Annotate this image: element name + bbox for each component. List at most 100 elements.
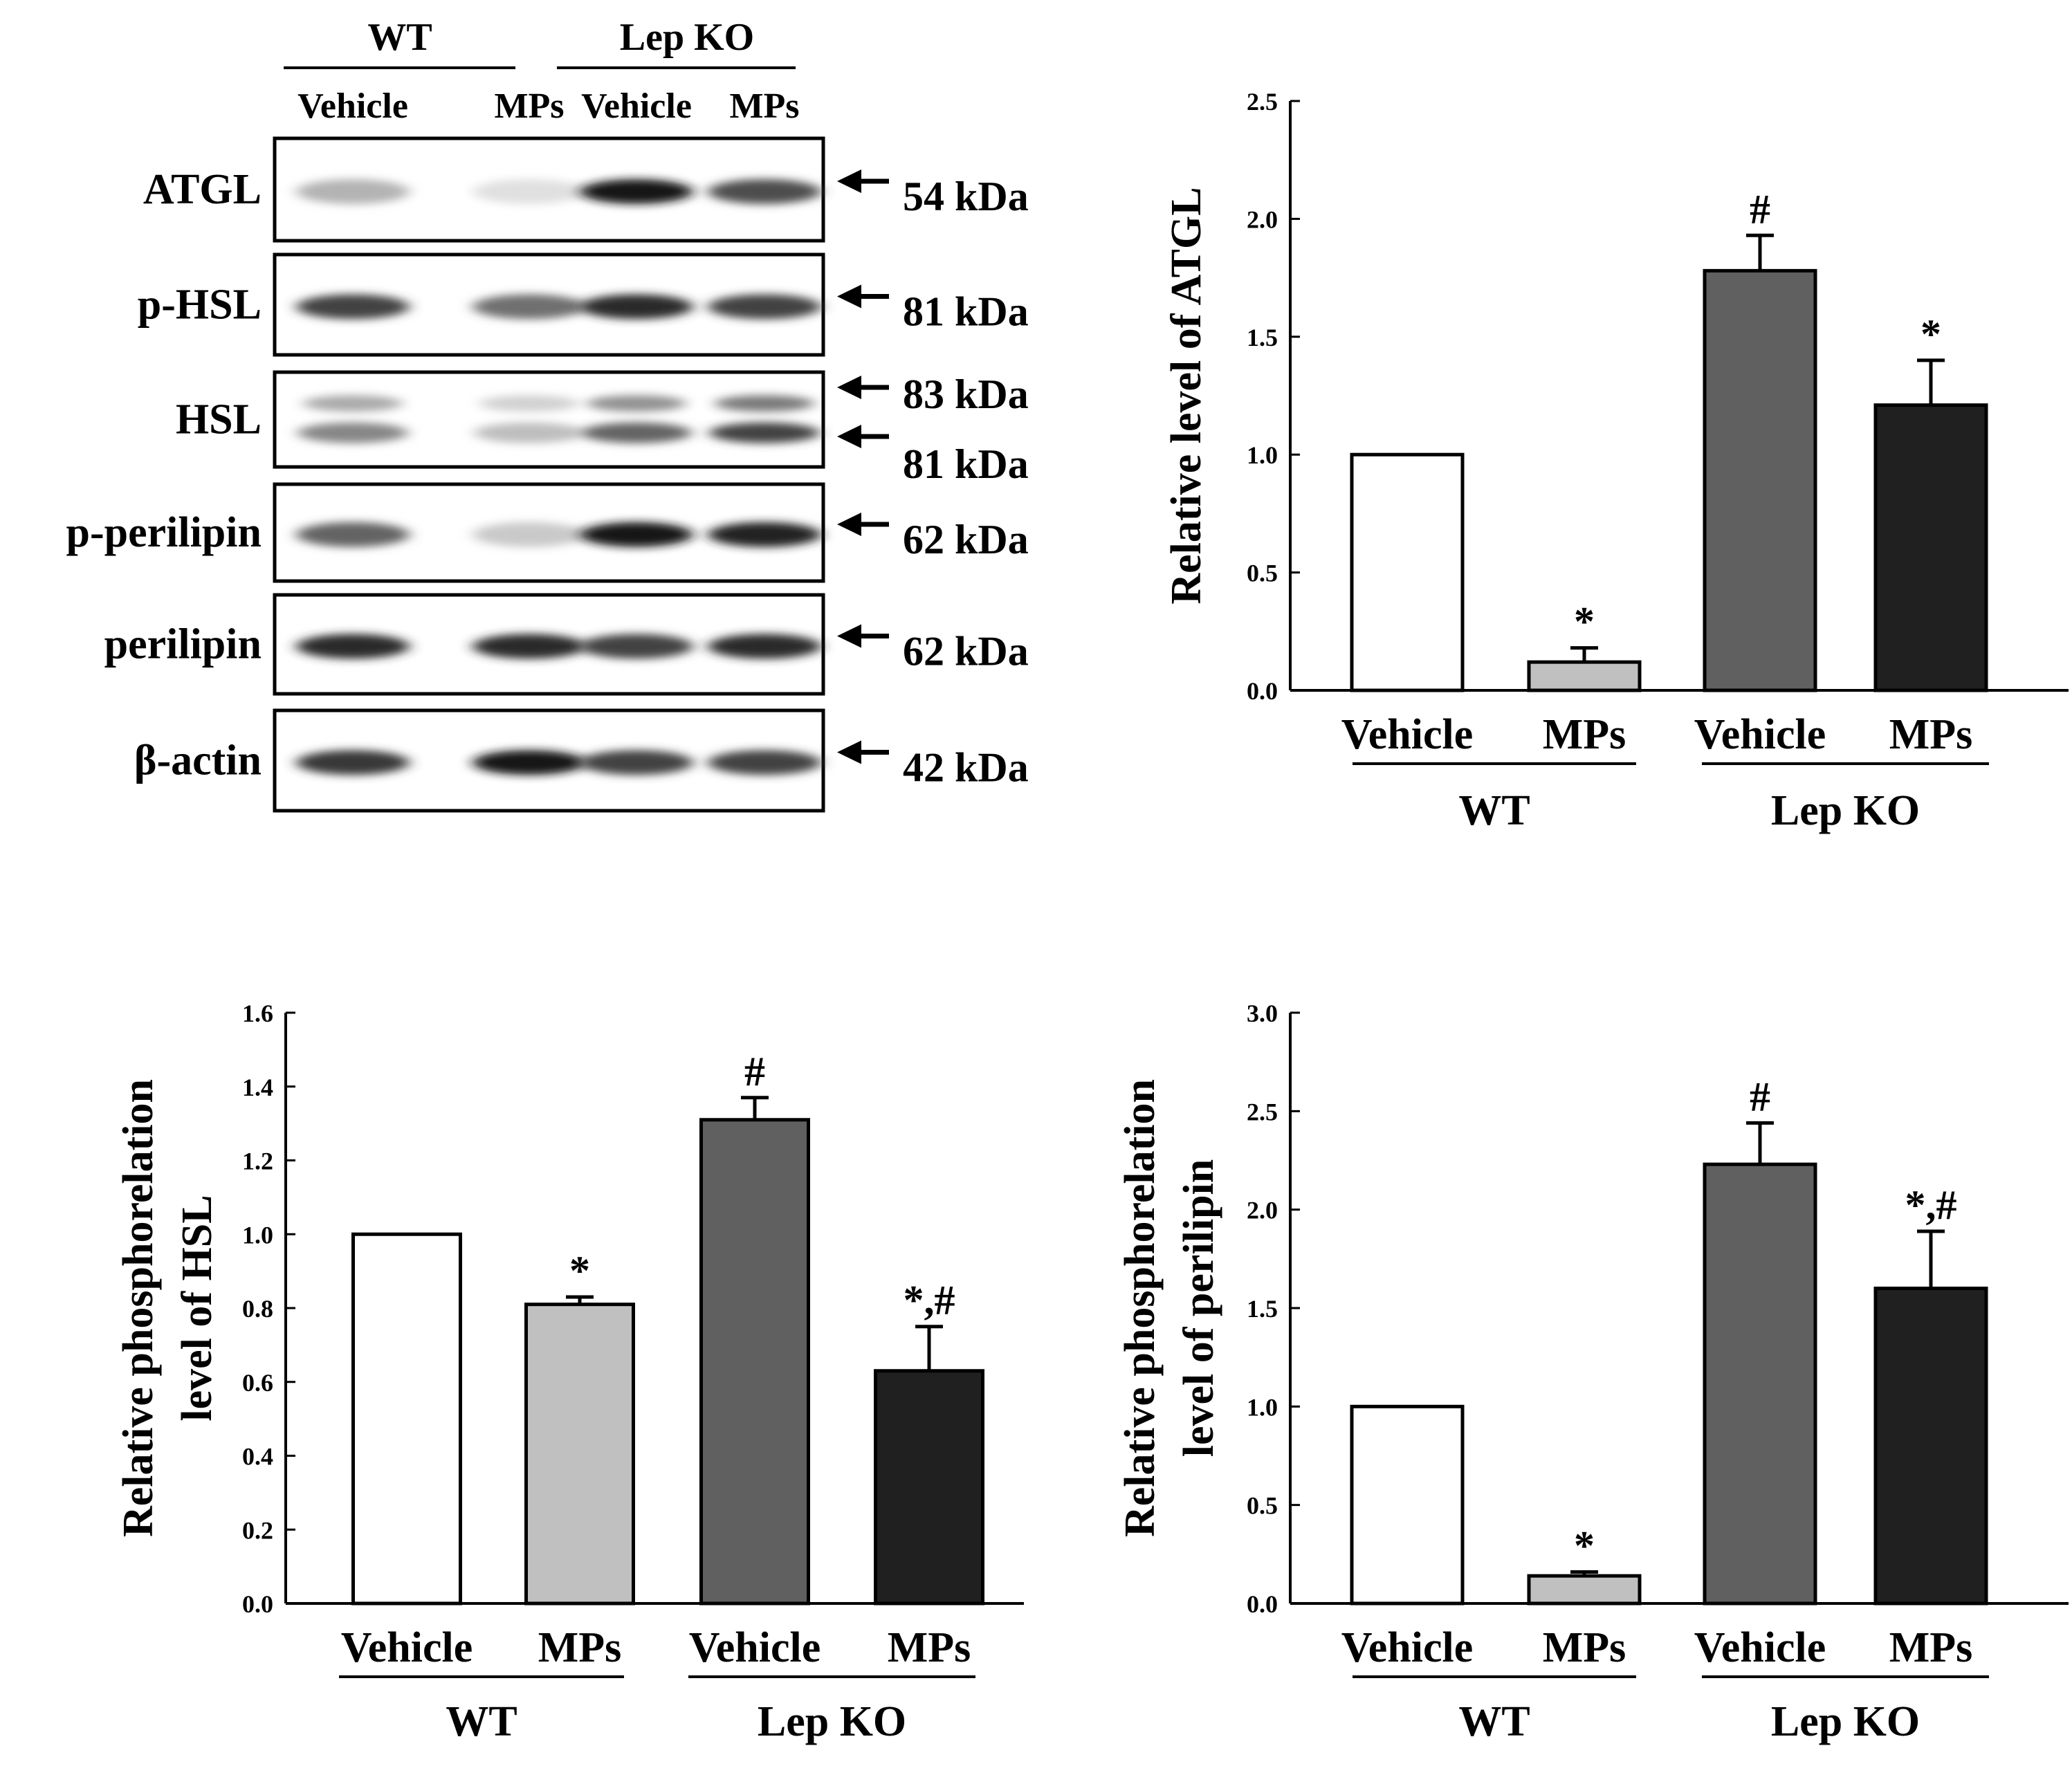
significance-marker: *,#	[1905, 1182, 1957, 1228]
y-tick-label: 0.4	[242, 1443, 273, 1471]
y-tick-label: 0.0	[1247, 1590, 1278, 1618]
hsl-phosphorylation-bar-chart: 0.0 0.2 0.4 0.6 0.8 1.0 1.2 1.4 1.6 Relative phos…	[115, 1000, 1024, 1745]
blot-band	[296, 294, 410, 320]
blot-band	[296, 522, 410, 547]
blot-band	[473, 294, 586, 320]
significance-marker: *	[569, 1248, 590, 1294]
y-tick-label: 1.5	[1247, 324, 1278, 351]
x-category-label: Vehicle	[1341, 1624, 1474, 1671]
y-axis-label: level of HSL	[174, 1195, 221, 1421]
y-tick-label: 1.5	[1247, 1295, 1278, 1323]
x-category-label: Vehicle	[1341, 711, 1474, 758]
y-tick-label: 1.0	[1247, 1393, 1278, 1421]
atgl-bar-chart: 0.0 0.5 1.0 1.5 2.0 2.5 Relative level of ATGL…	[1163, 88, 2069, 834]
significance-marker: #	[744, 1049, 765, 1094]
blot-lane-label: MPs	[494, 86, 564, 126]
blot-band	[708, 294, 821, 320]
y-tick-label: 2.5	[1247, 88, 1278, 116]
x-category-label: Vehicle	[1694, 1624, 1826, 1671]
blot-marker-label: 62 kDa	[903, 517, 1029, 562]
blot-band	[587, 395, 686, 412]
x-category-label: Vehicle	[341, 1624, 473, 1671]
blot-band	[479, 395, 579, 412]
bar	[351, 1232, 462, 1606]
y-tick-label: 0.0	[242, 1590, 273, 1618]
y-axis-label: level of perilipin	[1175, 1159, 1222, 1457]
perilipin-phosphorylation-bar-chart: 0.0 0.5 1.0 1.5 2.0 2.5 3.0 Relative phosphorel…	[1117, 1000, 2069, 1745]
blot-marker-label: 81 kDa	[903, 441, 1029, 487]
significance-marker: #	[1750, 1074, 1770, 1119]
group-label-lepko: Lep KO	[758, 1698, 906, 1745]
blot-band	[473, 750, 586, 775]
blot-band	[473, 522, 586, 547]
blot-band	[708, 634, 821, 659]
blot-band	[715, 395, 814, 412]
blot-band	[474, 422, 585, 443]
blot-marker-arrow-head	[837, 284, 861, 309]
blot-band	[580, 634, 693, 659]
blot-band	[473, 634, 586, 659]
blot-band	[708, 750, 821, 775]
blot-band	[580, 522, 693, 547]
blot-lane-label: MPs	[729, 86, 799, 126]
y-axis-label: Relative level of ATGL	[1163, 187, 1210, 604]
blot-row-label: ATGL	[143, 166, 262, 213]
blot-row-label: p-perilipin	[66, 509, 262, 556]
y-tick-label: 2.0	[1247, 1197, 1278, 1224]
blot-band	[708, 522, 821, 547]
blot-marker-label: 81 kDa	[903, 289, 1029, 335]
bar	[699, 1118, 810, 1606]
group-label-lepko: Lep KO	[1771, 787, 1920, 834]
blot-row-label: β-actin	[134, 737, 262, 784]
blot-marker-label: 54 kDa	[903, 174, 1029, 219]
blot-row-label: perilipin	[104, 621, 262, 668]
blot-band	[709, 422, 820, 443]
y-tick-label: 0.2	[242, 1516, 273, 1544]
bar	[1350, 452, 1465, 692]
significance-marker: *	[1574, 599, 1595, 645]
y-tick-label: 0.5	[1247, 560, 1278, 587]
blot-lane-label: Vehicle	[581, 86, 692, 126]
blot-band	[580, 178, 693, 204]
y-tick-label: 2.0	[1247, 205, 1278, 233]
blot-band	[296, 178, 410, 204]
bar	[1703, 268, 1817, 692]
blot-band	[581, 422, 692, 443]
significance-marker: #	[1750, 186, 1770, 232]
group-label-wt: WT	[1458, 1698, 1530, 1745]
significance-marker: *	[1920, 311, 1941, 357]
blot-band	[297, 422, 408, 443]
group-label-wt: WT	[446, 1698, 517, 1745]
blot-band	[473, 178, 586, 204]
x-category-label: MPs	[888, 1624, 971, 1671]
group-label-wt: WT	[1458, 787, 1530, 834]
y-tick-label: 1.0	[242, 1221, 273, 1249]
blot-group-label-wt: WT	[367, 16, 432, 59]
blot-lane-label: Vehicle	[297, 86, 408, 126]
blot-marker-arrow-head	[837, 425, 861, 448]
y-axis-label: Relative phosphorelation	[115, 1079, 162, 1537]
blot-marker-arrow-head	[837, 513, 861, 536]
y-tick-label: 0.8	[242, 1295, 273, 1323]
blot-band	[296, 634, 410, 659]
x-category-label: MPs	[538, 1624, 622, 1671]
blot-marker-arrow-head	[837, 169, 861, 193]
bar	[1527, 660, 1642, 692]
blot-band	[580, 294, 693, 320]
western-blot-panel: WT Lep KO Vehicle MPs Vehicle MPs ATGL 54 kDa p-…	[66, 16, 1029, 813]
blot-band	[580, 750, 693, 775]
blot-marker-label: 62 kDa	[903, 629, 1029, 674]
y-axis-label: Relative phosphorelation	[1117, 1079, 1164, 1537]
y-tick-label: 1.2	[242, 1148, 273, 1175]
x-category-label: MPs	[1889, 711, 1973, 758]
y-tick-label: 0.5	[1247, 1492, 1278, 1520]
blot-row-label: HSL	[176, 396, 262, 443]
y-tick-label: 0.0	[1247, 677, 1278, 705]
blot-marker-label: 42 kDa	[903, 745, 1029, 791]
bar	[874, 1369, 984, 1606]
blot-band	[708, 178, 821, 204]
blot-marker-arrow-head	[837, 740, 861, 764]
blot-band	[296, 750, 410, 775]
x-category-label: MPs	[1543, 1624, 1626, 1671]
